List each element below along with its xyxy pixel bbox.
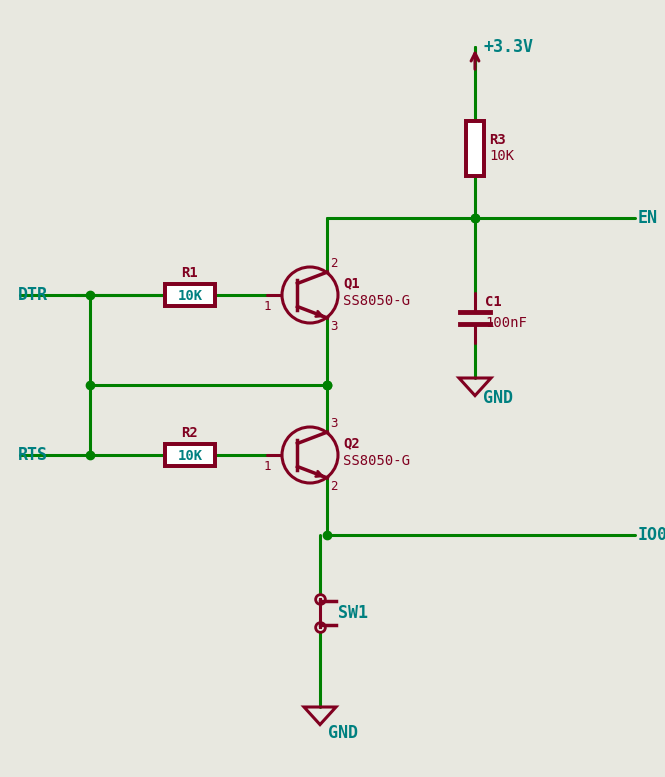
- Text: EN: EN: [638, 209, 658, 227]
- Text: 10K: 10K: [178, 289, 203, 303]
- Text: RTS: RTS: [18, 446, 48, 464]
- Circle shape: [282, 267, 338, 323]
- Text: 3: 3: [331, 320, 338, 333]
- Text: +3.3V: +3.3V: [483, 38, 533, 56]
- Circle shape: [282, 427, 338, 483]
- Text: 2: 2: [331, 480, 338, 493]
- Text: SS8050-G: SS8050-G: [343, 294, 410, 308]
- Text: 1: 1: [264, 300, 271, 313]
- Text: R3: R3: [489, 133, 506, 147]
- FancyBboxPatch shape: [165, 444, 215, 466]
- Text: 10K: 10K: [489, 149, 514, 163]
- Text: 3: 3: [331, 417, 338, 430]
- Text: IO0: IO0: [638, 526, 665, 544]
- Text: 1: 1: [264, 460, 271, 473]
- Text: SW1: SW1: [338, 604, 368, 622]
- Text: 10K: 10K: [178, 449, 203, 463]
- Text: Q1: Q1: [343, 276, 360, 290]
- Text: R1: R1: [182, 266, 198, 280]
- FancyBboxPatch shape: [466, 120, 484, 176]
- Text: R2: R2: [182, 426, 198, 440]
- Text: C1: C1: [485, 295, 502, 309]
- Text: 100nF: 100nF: [485, 316, 527, 330]
- Text: 2: 2: [331, 257, 338, 270]
- Text: DTR: DTR: [18, 286, 48, 304]
- Text: SS8050-G: SS8050-G: [343, 454, 410, 468]
- Text: GND: GND: [483, 389, 513, 407]
- Text: GND: GND: [328, 724, 358, 742]
- Text: Q2: Q2: [343, 436, 360, 450]
- FancyBboxPatch shape: [165, 284, 215, 306]
